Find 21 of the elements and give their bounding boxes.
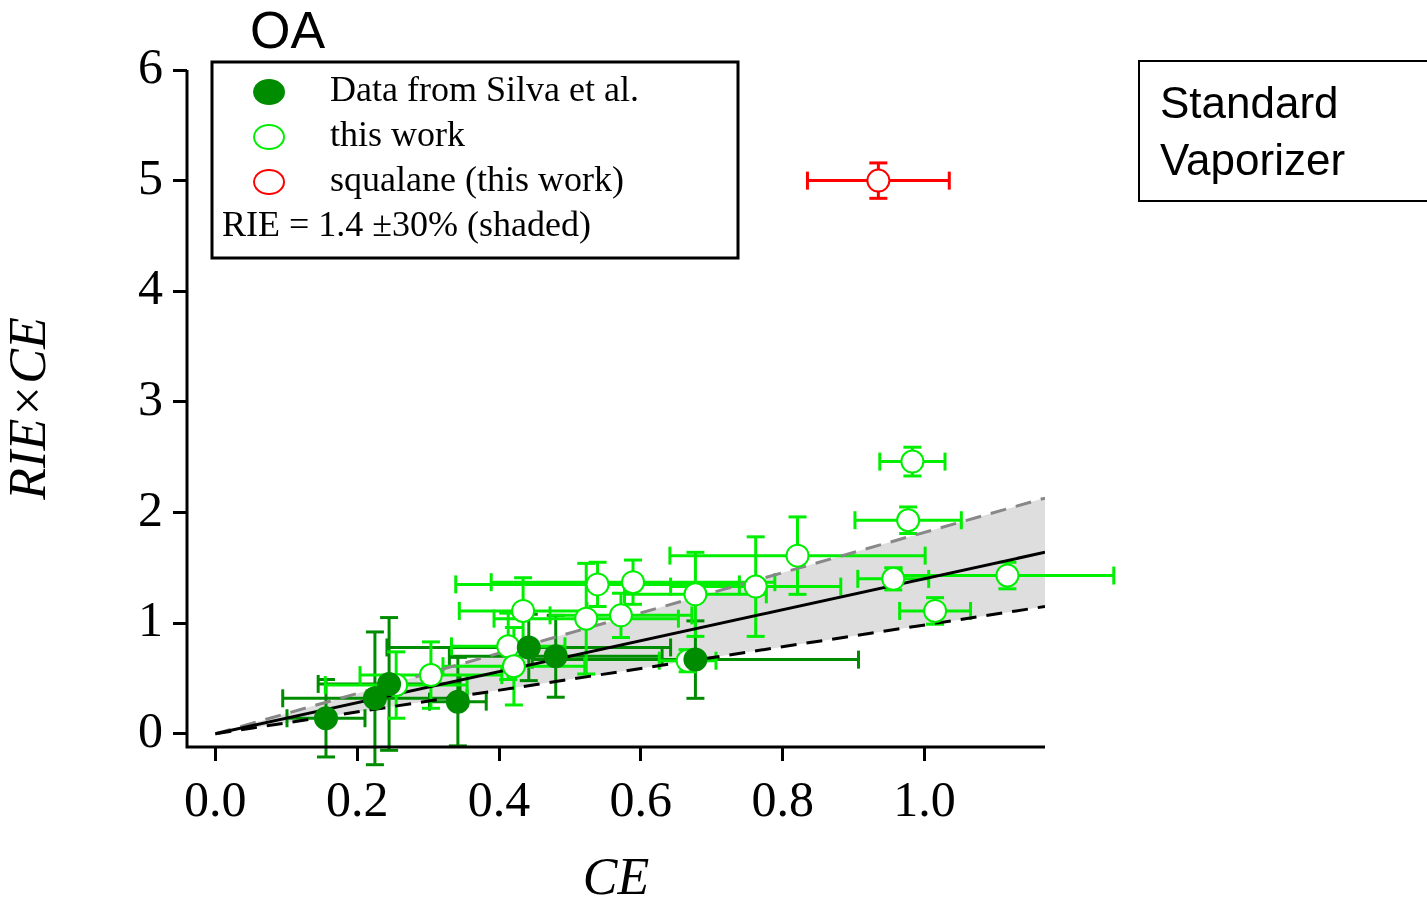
annotation: RIE = 1.4 ±30% (shaded) [222, 204, 591, 245]
x-axis-title: CE [582, 848, 650, 906]
x-tick-label: 0.0 [184, 771, 247, 828]
x-tick-label: 1.0 [893, 771, 956, 828]
text: Standard Vaporizer [1138, 60, 1427, 203]
y-axis-title: RIE×CE [0, 317, 56, 501]
x-tick-label: 0.8 [751, 771, 814, 828]
y-tick-label: 2 [138, 480, 163, 537]
y-tick-label: 5 [138, 148, 163, 205]
chart-title: OA [250, 0, 326, 60]
x-tick-label: 0.4 [467, 771, 531, 828]
x-tick-label: 0.2 [325, 771, 389, 828]
y-tick-label: 6 [138, 38, 163, 95]
x-tick-label: 0.6 [609, 771, 673, 828]
y-tick-label: 0 [138, 701, 163, 758]
y-tick-label: 1 [138, 591, 163, 648]
legend-label: squalane (this work) [330, 159, 624, 200]
legend-label: Data from Silva et al. [330, 69, 639, 110]
y-tick-label: 3 [138, 369, 163, 426]
y-tick-label: 4 [138, 259, 163, 316]
legend-label: this work [330, 114, 465, 155]
